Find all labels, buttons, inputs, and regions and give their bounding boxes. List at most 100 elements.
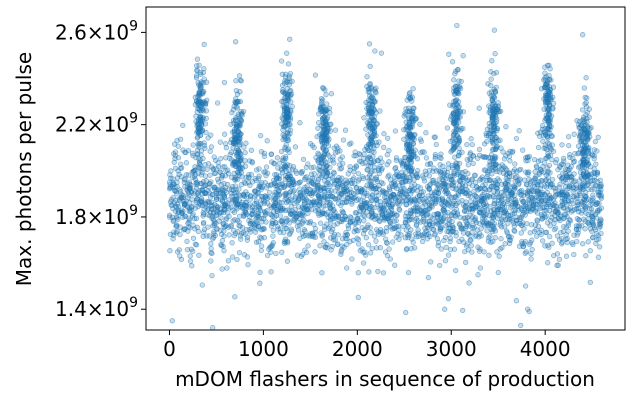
data-point xyxy=(197,86,204,93)
data-point xyxy=(330,154,336,160)
data-point xyxy=(470,160,476,167)
data-point xyxy=(562,198,568,204)
data-point xyxy=(381,131,387,137)
data-point xyxy=(406,120,413,126)
data-point xyxy=(550,105,556,111)
data-point xyxy=(449,173,455,179)
data-point xyxy=(348,180,354,186)
data-point xyxy=(480,201,487,208)
data-point xyxy=(167,248,173,254)
data-point xyxy=(542,70,548,76)
data-point xyxy=(169,318,175,324)
data-point xyxy=(405,234,411,241)
data-point xyxy=(574,117,580,124)
data-point xyxy=(226,186,233,192)
data-point xyxy=(492,228,499,234)
data-point xyxy=(472,199,479,205)
data-point xyxy=(424,207,430,213)
data-point xyxy=(460,53,466,59)
data-point xyxy=(555,262,561,268)
data-point xyxy=(174,215,180,221)
data-point xyxy=(444,228,450,235)
data-point xyxy=(309,199,315,206)
data-point xyxy=(525,205,531,212)
data-point xyxy=(201,206,207,212)
data-point xyxy=(545,91,552,97)
data-point xyxy=(393,217,399,224)
data-point xyxy=(546,207,553,214)
data-point xyxy=(213,203,220,209)
data-point xyxy=(353,163,359,169)
data-point xyxy=(451,77,457,83)
data-point xyxy=(289,78,295,85)
data-point xyxy=(468,237,474,243)
data-point xyxy=(232,230,239,236)
data-point xyxy=(196,252,202,258)
data-point xyxy=(583,99,589,106)
data-point xyxy=(253,177,259,184)
data-point xyxy=(305,233,312,239)
data-point xyxy=(282,162,288,168)
data-point xyxy=(409,188,415,194)
data-point xyxy=(370,154,376,160)
data-point xyxy=(208,241,214,247)
data-point xyxy=(538,168,545,175)
data-point xyxy=(274,208,280,215)
data-point xyxy=(234,105,241,111)
data-point xyxy=(418,138,424,144)
data-point xyxy=(565,228,571,234)
data-point xyxy=(373,176,380,183)
data-point xyxy=(595,134,601,140)
data-point xyxy=(190,142,196,148)
data-point xyxy=(167,185,174,191)
data-point xyxy=(486,252,492,258)
data-point xyxy=(454,160,460,167)
data-point xyxy=(494,249,500,255)
data-point xyxy=(595,254,602,260)
data-point xyxy=(411,205,417,211)
data-point xyxy=(334,241,341,248)
data-point xyxy=(419,238,426,245)
data-point xyxy=(311,164,317,170)
data-point xyxy=(453,233,459,239)
data-point xyxy=(236,186,242,192)
data-point xyxy=(445,209,451,216)
data-point xyxy=(261,216,267,222)
data-point xyxy=(270,233,276,239)
data-point xyxy=(178,165,185,171)
data-point xyxy=(364,74,370,80)
data-point xyxy=(432,134,438,140)
data-point xyxy=(537,229,543,236)
data-point xyxy=(301,189,307,196)
data-point xyxy=(321,134,328,140)
data-point xyxy=(242,180,249,186)
data-point xyxy=(323,91,329,98)
data-point xyxy=(363,235,369,241)
data-point xyxy=(496,253,502,259)
data-point xyxy=(190,248,196,254)
data-point xyxy=(466,280,472,286)
data-point xyxy=(574,232,580,238)
data-point xyxy=(408,227,414,233)
data-point xyxy=(244,226,250,233)
data-point xyxy=(317,220,324,226)
data-point xyxy=(177,231,183,238)
data-point xyxy=(484,208,490,214)
data-point xyxy=(209,272,215,279)
data-point xyxy=(321,124,327,130)
data-point xyxy=(596,189,602,195)
data-point xyxy=(331,160,337,166)
data-point xyxy=(592,138,599,145)
data-point xyxy=(256,166,262,172)
data-point xyxy=(367,250,374,256)
data-point xyxy=(364,156,371,162)
data-point xyxy=(442,182,448,188)
data-point xyxy=(426,195,433,202)
data-point xyxy=(469,141,475,148)
data-point xyxy=(457,214,463,221)
data-point xyxy=(322,244,329,250)
data-point xyxy=(520,147,526,153)
data-point xyxy=(218,215,224,221)
data-point xyxy=(183,160,190,166)
data-point xyxy=(552,212,558,219)
